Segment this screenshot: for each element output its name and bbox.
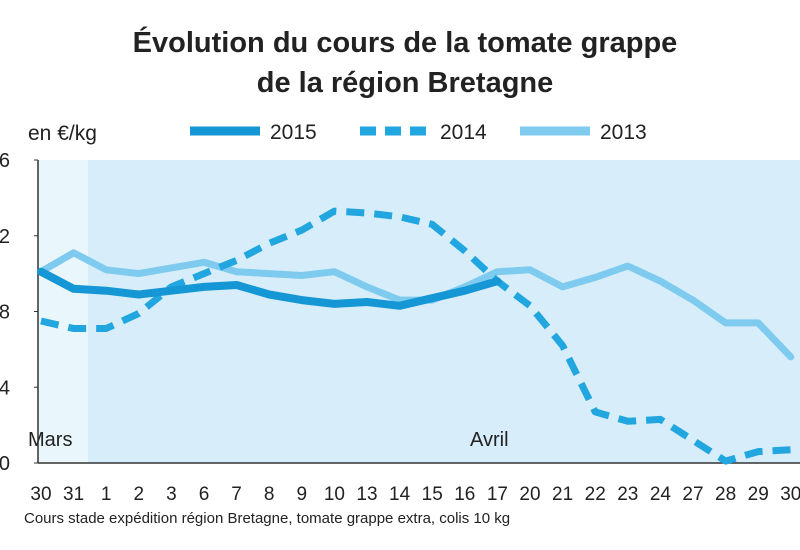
legend-label: 2014 — [440, 121, 487, 144]
chart-subtitle: de la région Bretagne — [257, 67, 554, 99]
annotation: Mars — [28, 429, 72, 451]
mars-band — [38, 160, 88, 463]
x-tick-label: 14 — [389, 484, 411, 505]
x-tick-label: 8 — [264, 484, 275, 505]
y-tick-label: 0,8 — [0, 302, 10, 324]
x-tick-label: 30 — [30, 484, 51, 505]
x-tick-label: 31 — [63, 484, 84, 505]
x-tick-label: 29 — [748, 484, 769, 505]
x-tick-label: 24 — [650, 484, 672, 505]
x-tick-label: 20 — [519, 484, 540, 505]
x-tick-label: 21 — [552, 484, 573, 505]
series-line — [40, 207, 792, 465]
x-tick-label: 27 — [682, 484, 703, 505]
y-tick-label: 1,2 — [0, 226, 10, 248]
annotation: Avril — [470, 429, 509, 451]
x-tick-label: 3 — [166, 484, 177, 505]
footnote: Cours stade expédition région Bretagne, … — [24, 510, 510, 527]
x-tick-label: 6 — [199, 484, 210, 505]
x-tick-label: 7 — [231, 484, 242, 505]
x-tick-label: 10 — [324, 484, 345, 505]
x-tick-label: 13 — [356, 484, 377, 505]
legend-label: 2013 — [600, 121, 647, 144]
x-tick-label: 22 — [585, 484, 606, 505]
x-tick-label: 9 — [297, 484, 308, 505]
x-tick-label: 2 — [134, 484, 145, 505]
x-tick-label: 30 — [780, 484, 800, 505]
x-tick-label: 23 — [617, 484, 638, 505]
y-tick-label: 0 — [0, 453, 10, 475]
x-tick-label: 16 — [454, 484, 475, 505]
chart-title: Évolution du cours de la tomate grappe — [133, 25, 678, 59]
y-axis-label: en €/kg — [28, 122, 97, 145]
series-line — [37, 267, 502, 310]
y-tick-label: 0,4 — [0, 377, 10, 399]
x-tick-label: 28 — [715, 484, 736, 505]
x-tick-label: 17 — [487, 484, 508, 505]
plot-background — [38, 160, 800, 463]
x-tick-label: 15 — [422, 484, 443, 505]
x-tick-label: 1 — [101, 484, 112, 505]
legend-label: 2015 — [270, 121, 317, 144]
y-tick-label: 1,6 — [0, 150, 10, 172]
